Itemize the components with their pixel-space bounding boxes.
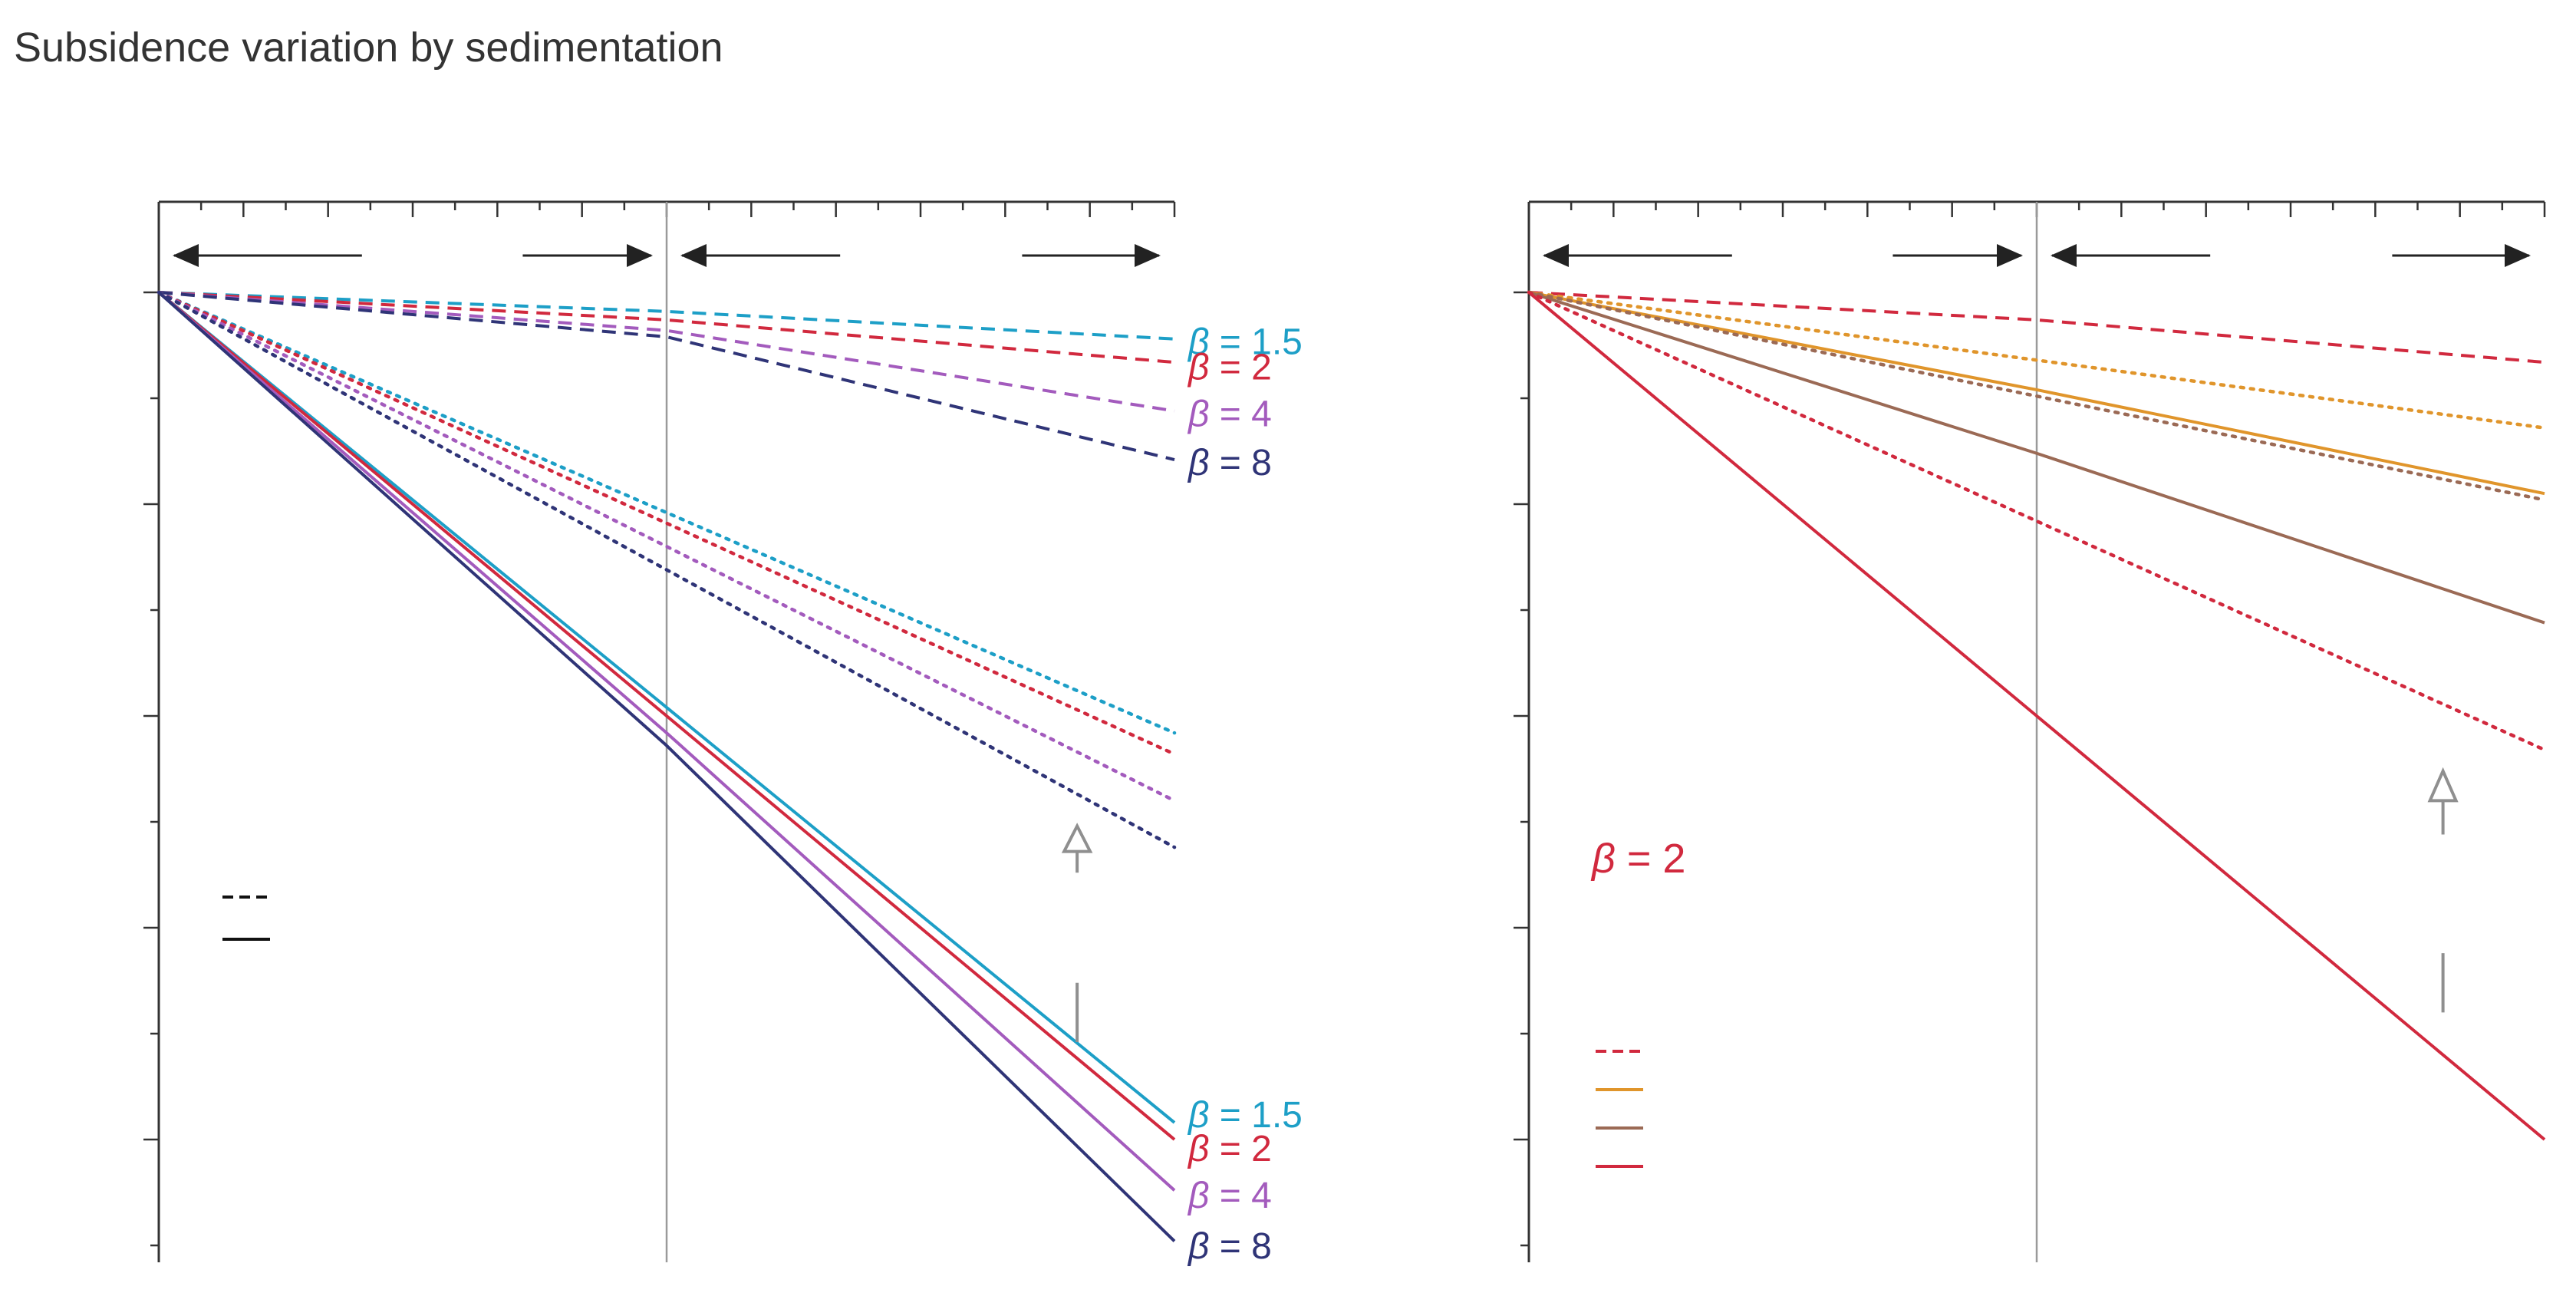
beta-end-label: β = 2 <box>1187 1129 1272 1169</box>
beta-end-label: β = 4 <box>1187 1176 1272 1216</box>
beta-end-label: β = 2 <box>1187 348 1272 388</box>
series-line-dashed <box>158 291 1175 341</box>
beta-end-label: β = 4 <box>1187 394 1272 434</box>
panel-a: β = 1.5β = 2β = 4β = 8β = 1.5β = 2β = 4β… <box>143 200 1303 1267</box>
series-line-dotted <box>1527 290 2547 430</box>
series-line-dotted <box>156 290 1177 803</box>
beta-end-label: β = 8 <box>1187 443 1272 483</box>
arrow-head <box>2051 244 2077 267</box>
series-line-dashed <box>158 291 1175 461</box>
series-line-dotted <box>156 290 1177 756</box>
arrow-head <box>1997 244 2023 267</box>
series-line-dotted <box>156 290 1177 849</box>
series-line-solid <box>157 291 1176 1242</box>
figure-title: Subsidence variation by sedimentation <box>14 25 723 71</box>
series-line-solid <box>157 291 1176 1141</box>
series-line-dashed <box>158 291 1175 364</box>
arrow-head <box>2505 244 2531 267</box>
series-line-dashed <box>158 291 1175 413</box>
arrow-head <box>1135 244 1161 267</box>
series-line-dashed <box>1528 291 2545 364</box>
series-line-solid <box>1527 291 2546 1141</box>
series-line-dotted <box>1527 290 2547 502</box>
compaction-arrow-head <box>1061 823 1093 853</box>
series-line-solid <box>157 291 1176 1192</box>
panel-b: β = 2 <box>1514 200 2547 1262</box>
compaction-arrow-head <box>2427 767 2459 803</box>
arrow-head <box>627 244 653 267</box>
arrow-head <box>680 244 707 267</box>
series-line-solid <box>1528 291 2545 496</box>
beta-end-label: β = 8 <box>1187 1226 1272 1267</box>
series-line-solid <box>157 291 1176 1124</box>
series-line-dotted <box>1527 290 2547 752</box>
beta-end-label: β = 1.5 <box>1187 1095 1303 1136</box>
arrow-head <box>173 244 199 267</box>
beta-end-label: β = 1.5 <box>1187 322 1303 362</box>
arrow-head <box>1543 244 1569 267</box>
series-line-solid <box>1528 291 2545 625</box>
beta-label: β = 2 <box>1590 836 1685 882</box>
